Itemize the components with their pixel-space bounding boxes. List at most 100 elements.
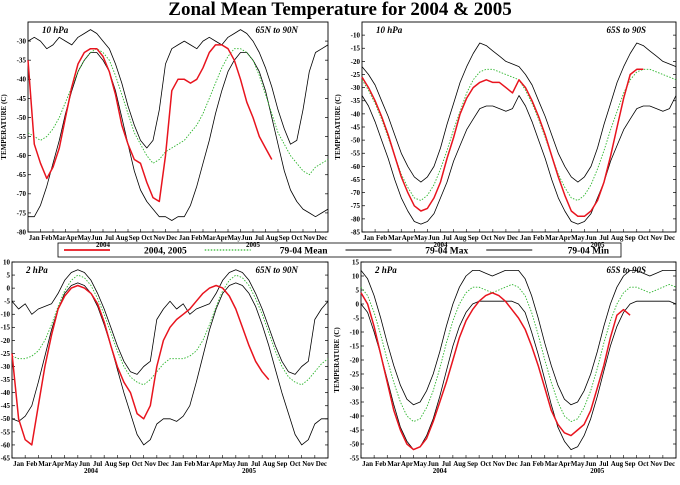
x-tick-label: Apr	[66, 234, 78, 242]
x-tick-label: Oct	[480, 460, 492, 468]
y-tick-label: -65	[1, 454, 11, 462]
x-year-label: 2005	[590, 467, 605, 475]
x-tick-label: Feb	[191, 234, 202, 242]
y-axis-title: TEMPERATURE (C)	[333, 327, 341, 393]
y-tick-label: -50	[351, 137, 361, 145]
x-tick-label: Nov	[650, 234, 663, 242]
y-tick-label: -55	[350, 454, 360, 462]
x-tick-label: Oct	[638, 234, 650, 242]
x-tick-label: Dec	[316, 460, 327, 468]
x-tick-label: Sep	[129, 234, 140, 242]
y-tick-label: -25	[350, 370, 360, 378]
y-tick-label: 15	[352, 258, 360, 266]
x-tick-label: May	[571, 460, 585, 468]
y-tick-label: -20	[1, 337, 11, 345]
y-tick-label: -40	[17, 76, 27, 84]
panel-4: 151050-5-10-15-20-25-30-35-40-45-50-55Ja…	[333, 258, 677, 475]
y-tick-label: -20	[350, 356, 360, 364]
x-year-label: 2004	[434, 241, 449, 249]
y-tick-label: -45	[350, 426, 360, 434]
series-line-obs	[11, 284, 270, 446]
y-tick-label: -40	[350, 412, 360, 420]
legend-label: 2004, 2005	[144, 247, 187, 257]
y-tick-label: -55	[17, 133, 27, 141]
pressure-label: 2 hPa	[374, 265, 397, 275]
x-tick-label: Jul	[255, 234, 264, 242]
region-label: 65S to 90S	[606, 265, 646, 275]
series-line-mean	[27, 48, 329, 176]
y-tick-label: -5	[353, 314, 359, 322]
y-tick-label: -65	[351, 176, 361, 184]
y-tick-label: -35	[1, 376, 11, 384]
legend-label: 79-04 Mean	[280, 247, 328, 257]
x-tick-label: Jun	[428, 234, 439, 242]
legend: 2004, 2005 79-04 Mean 79-04 Max 79-04 Min	[57, 242, 622, 258]
y-tick-label: -15	[350, 342, 360, 350]
y-tick-label: -55	[1, 428, 11, 436]
series-line-mean	[361, 68, 677, 201]
x-tick-label: Dec	[166, 234, 177, 242]
x-tick-label: Aug	[454, 234, 467, 242]
x-tick-label: Jan	[520, 234, 531, 242]
y-tick-label: -35	[350, 398, 360, 406]
y-tick-label: -50	[1, 415, 11, 423]
series-line-max	[27, 29, 329, 149]
series-line-min	[28, 52, 329, 221]
x-tick-label: Aug	[266, 234, 279, 242]
y-tick-label: -35	[351, 97, 361, 105]
x-tick-label: Nov	[650, 460, 663, 468]
x-tick-label: Sep	[467, 460, 478, 468]
y-tick-label: -75	[17, 209, 27, 217]
y-axis-title: TEMPERATURE (C)	[334, 94, 342, 160]
x-tick-label: Dec	[664, 234, 675, 242]
x-tick-label: Mar	[38, 460, 51, 468]
series-line-mean	[360, 283, 677, 423]
x-year-label: 2005	[242, 467, 257, 475]
y-tick-label: -40	[351, 110, 361, 118]
x-tick-label: Mar	[388, 234, 401, 242]
y-tick-label: -60	[17, 152, 27, 160]
y-tick-label: 10	[3, 258, 11, 266]
x-tick-label: Apr	[558, 460, 570, 468]
series-line-obs	[361, 68, 644, 218]
x-tick-label: Oct	[132, 460, 144, 468]
x-tick-label: Feb	[41, 234, 52, 242]
x-tick-label: Jun	[428, 460, 439, 468]
y-tick-label: -70	[351, 189, 361, 197]
x-tick-label: Nov	[144, 460, 157, 468]
region-label: 65N to 90N	[256, 25, 299, 35]
y-tick-label: -40	[1, 389, 11, 397]
pressure-label: 10 hPa	[42, 25, 69, 35]
legend-box	[57, 242, 622, 258]
series-line-min	[361, 95, 677, 225]
x-tick-label: Feb	[26, 460, 37, 468]
x-tick-label: Mar	[196, 460, 209, 468]
series-line-mean	[11, 274, 329, 386]
x-tick-label: May	[227, 234, 241, 242]
y-tick-label: -85	[351, 228, 361, 236]
x-tick-label: Feb	[533, 234, 544, 242]
x-tick-label: Sep	[468, 234, 479, 242]
x-year-label: 2004	[84, 467, 99, 475]
x-tick-label: Nov	[302, 460, 315, 468]
x-tick-label: Oct	[290, 460, 302, 468]
series-line-obs	[27, 44, 273, 203]
panel-3: 10 5 0 -5 -10 -15 -20 -25 -30 -35 -40 -45 -50 -55 -60 -…	[1, 258, 329, 475]
y-tick-label: 0	[7, 285, 11, 293]
y-tick-label: -25	[351, 71, 361, 79]
x-tick-label: Jul	[105, 234, 114, 242]
x-year-label: 2005	[591, 241, 606, 249]
x-tick-label: Jan	[13, 460, 24, 468]
y-tick-label: -65	[17, 171, 27, 179]
x-tick-label: Jul	[599, 460, 608, 468]
x-year-label: 2004	[433, 467, 448, 475]
series-line-min	[360, 300, 677, 451]
x-tick-label: Sep	[276, 460, 287, 468]
x-tick-label: Jun	[79, 460, 90, 468]
x-tick-label: Jun	[585, 234, 596, 242]
x-tick-label: Oct	[481, 234, 493, 242]
x-tick-label: May	[414, 234, 428, 242]
x-year-label: 2005	[246, 241, 261, 249]
x-tick-label: Dec	[158, 460, 169, 468]
x-tick-label: May	[222, 460, 236, 468]
